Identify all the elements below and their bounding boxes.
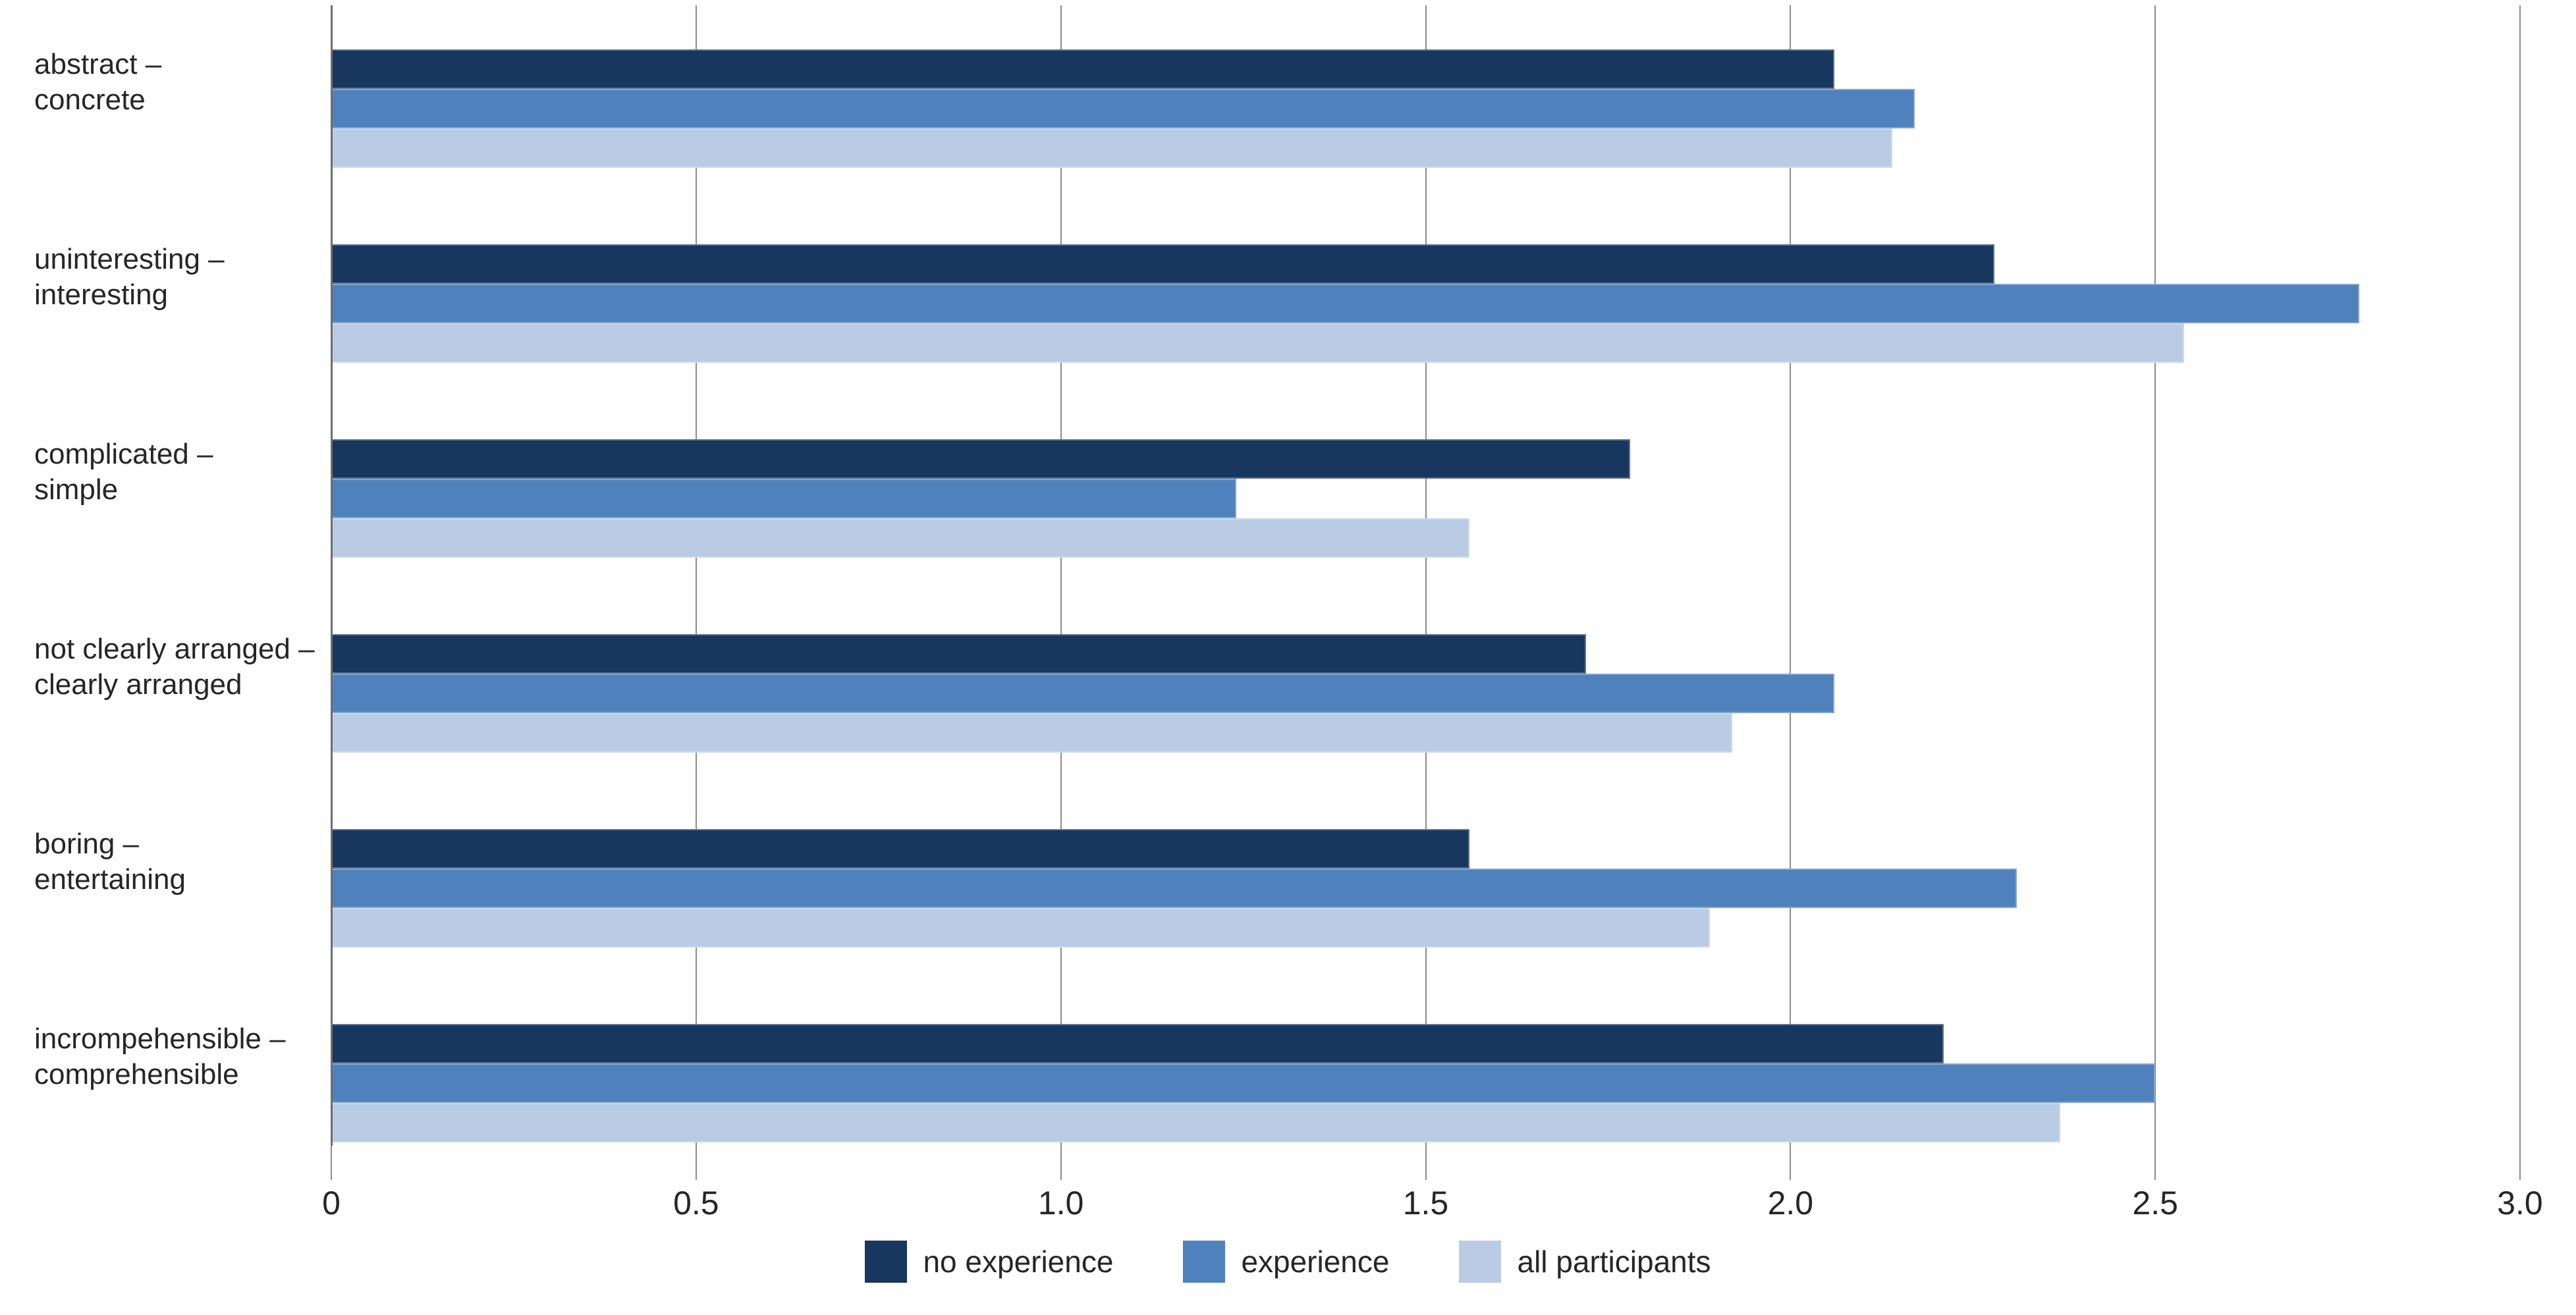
bar-all-participants-row1 [331, 128, 1893, 168]
legend-item-experience: experience [1183, 1241, 1389, 1283]
bar-experience-row5 [331, 869, 2017, 908]
legend-label-experience: experience [1241, 1245, 1390, 1279]
bar-all-participants-row2 [331, 323, 2185, 363]
gridline-2.5 [2154, 5, 2156, 1146]
category-label-6: incrompehensible – comprehensible [34, 1023, 286, 1090]
x-tick-label-1.0: 1.0 [1037, 1185, 1084, 1221]
tick-mark-2.5 [2154, 1146, 2156, 1180]
bar-no-experience-row1 [331, 49, 1834, 89]
bar-experience-row4 [331, 674, 1834, 713]
bar-all-participants-row6 [331, 1103, 2061, 1142]
bar-no-experience-row5 [331, 829, 1469, 869]
legend: no experience experience all participant… [0, 1241, 2576, 1283]
bar-experience-row1 [331, 89, 1915, 128]
bar-no-experience-row6 [331, 1024, 1944, 1063]
tick-mark-0.5 [695, 1146, 697, 1180]
bar-experience-row6 [331, 1063, 2156, 1103]
bar-no-experience-row4 [331, 634, 1587, 674]
legend-item-all-participants: all participants [1459, 1241, 1711, 1283]
gridline-1.5 [1425, 5, 1427, 1146]
x-tick-label-0: 0 [322, 1185, 341, 1221]
x-tick-label-3.0: 3.0 [2497, 1185, 2543, 1221]
x-tick-label-0.5: 0.5 [673, 1185, 719, 1221]
category-label-5: boring – entertaining [34, 828, 186, 896]
bar-all-participants-row3 [331, 518, 1469, 558]
gridline-3.0 [2519, 5, 2521, 1146]
bar-no-experience-row3 [331, 439, 1630, 479]
legend-swatch-all-participants [1459, 1241, 1502, 1283]
bar-experience-row2 [331, 284, 2360, 323]
bar-all-participants-row5 [331, 908, 1711, 948]
legend-item-no-experience: no experience [865, 1241, 1113, 1283]
x-tick-label-1.5: 1.5 [1402, 1185, 1449, 1221]
tick-mark-0 [331, 1146, 332, 1180]
gridline-1.0 [1060, 5, 1062, 1146]
tick-mark-3.0 [2519, 1146, 2521, 1180]
tick-mark-1.5 [1425, 1146, 1427, 1180]
legend-swatch-experience [1183, 1241, 1226, 1283]
gridline-0.5 [695, 5, 697, 1146]
category-label-1: abstract – concrete [34, 48, 162, 116]
bar-experience-row3 [331, 479, 1236, 518]
bar-all-participants-row4 [331, 713, 1732, 753]
y-axis-line [331, 5, 333, 1146]
legend-label-no-experience: no experience [923, 1245, 1114, 1279]
category-label-4: not clearly arranged – clearly arranged [34, 633, 315, 701]
x-tick-label-2.0: 2.0 [1767, 1185, 1814, 1221]
category-label-2: uninteresting – interesting [34, 243, 225, 311]
gridline-2.0 [1790, 5, 1792, 1146]
bar-no-experience-row2 [331, 244, 1995, 284]
legend-swatch-no-experience [865, 1241, 908, 1283]
x-tick-label-2.5: 2.5 [2132, 1185, 2178, 1221]
tick-mark-1.0 [1060, 1146, 1062, 1180]
category-label-3: complicated – simple [34, 438, 213, 506]
legend-label-all-participants: all participants [1517, 1245, 1711, 1279]
tick-mark-2.0 [1790, 1146, 1792, 1180]
